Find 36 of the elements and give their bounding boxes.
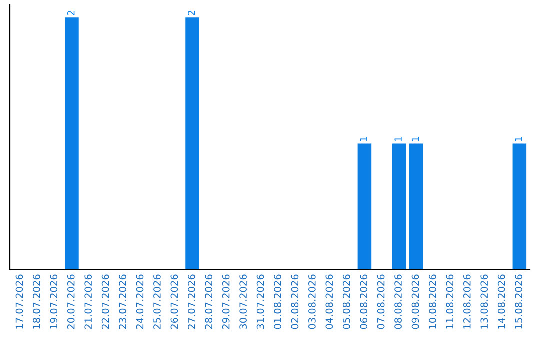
x-tick-label: 26.07.2026 (170, 274, 178, 330)
data-label: 1 (360, 137, 368, 142)
x-tick-label: 23.07.2026 (119, 274, 126, 330)
x-tick-label: 13.08.2026 (480, 274, 488, 329)
x-tick-label: 12.08.2026 (463, 274, 471, 329)
x-tick-label: 08.08.2026 (394, 274, 402, 330)
x-tick-label: 02.08.2026 (291, 274, 299, 330)
x-tick-label: 27.07.2026 (188, 274, 196, 330)
x-tick-label: 14.08.2026 (498, 274, 506, 329)
x-tick-label: 31.07.2026 (256, 274, 264, 330)
x-tick-label: 09.08.2026 (412, 274, 420, 330)
x-tick-label: 19.07.2026 (50, 274, 58, 329)
x-tick-label: 07.08.2026 (377, 274, 385, 330)
x-tick-label: 20.07.2026 (67, 274, 75, 330)
x-tick-label: 24.07.2026 (136, 274, 144, 330)
data-label: 1 (394, 137, 402, 142)
x-tick-label: 30.07.2026 (240, 274, 247, 330)
x-tick-label: 21.07.2026 (84, 274, 92, 330)
x-tick-label: 28.07.2026 (205, 274, 213, 330)
x-tick-label: 04.08.2026 (326, 274, 334, 330)
x-tick-label: 05.08.2026 (342, 274, 350, 330)
x-tick-label: 06.08.2026 (360, 274, 368, 330)
x-tick-label: 10.08.2026 (429, 274, 436, 329)
x-tick-label: 15.08.2026 (515, 274, 522, 329)
x-tick-label: 18.07.2026 (33, 274, 40, 329)
x-tick-label: 17.07.2026 (16, 274, 24, 329)
x-tick-label: 22.07.2026 (102, 274, 110, 330)
x-tick-label: 11.08.2026 (446, 274, 454, 329)
data-label: 2 (67, 11, 75, 16)
data-label: 1 (515, 137, 522, 142)
data-label: 1 (412, 137, 420, 142)
x-tick-label: 01.08.2026 (274, 274, 282, 330)
x-tick-label: 03.08.2026 (308, 274, 316, 330)
x-tick-label: 25.07.2026 (154, 274, 161, 330)
data-label: 2 (188, 11, 196, 16)
x-tick-label: 29.07.2026 (222, 274, 230, 330)
